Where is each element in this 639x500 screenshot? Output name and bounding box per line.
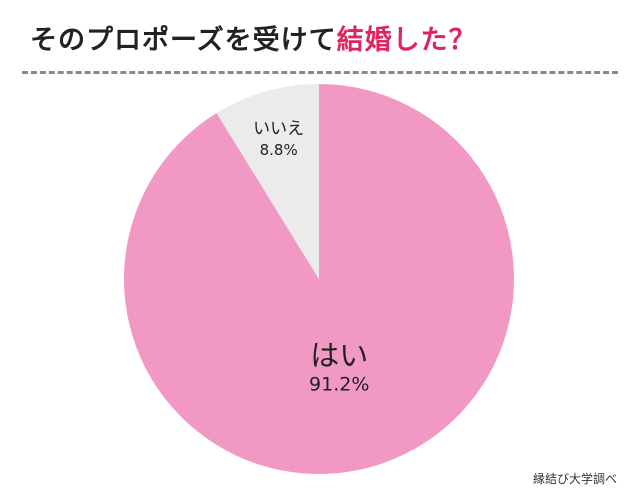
slice-value-no: 8.8% bbox=[260, 141, 298, 159]
slice-value-yes: 91.2% bbox=[309, 373, 369, 395]
title-accent: 結婚した？ bbox=[336, 25, 477, 56]
title-divider bbox=[22, 71, 618, 74]
chart-title: そのプロポーズを受けて結婚した？ bbox=[30, 18, 477, 57]
title-prefix: そのプロポーズを受けて bbox=[30, 25, 337, 56]
pie-slice-no bbox=[216, 84, 319, 279]
slice-label-no: いいえ bbox=[253, 119, 304, 139]
source-note: 縁結び大学調べ bbox=[532, 472, 617, 486]
pie-slice-yes bbox=[123, 84, 514, 474]
slice-label-yes: はい bbox=[310, 338, 368, 372]
